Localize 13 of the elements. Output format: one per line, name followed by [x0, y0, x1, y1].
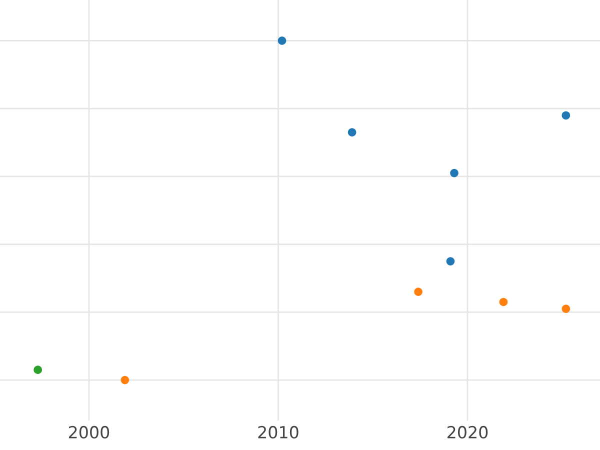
- point: [562, 304, 570, 313]
- x-tick-label: 2010: [258, 426, 298, 439]
- point: [278, 36, 286, 45]
- point: [446, 257, 455, 266]
- x-tick-label: 2020: [448, 426, 488, 439]
- point: [348, 128, 356, 136]
- point: [120, 376, 130, 384]
- point: [414, 288, 422, 296]
- x-tick-label: 2000: [68, 426, 110, 439]
- point: [562, 111, 570, 120]
- point: [450, 168, 458, 178]
- point: [499, 298, 508, 306]
- point: [34, 366, 42, 374]
